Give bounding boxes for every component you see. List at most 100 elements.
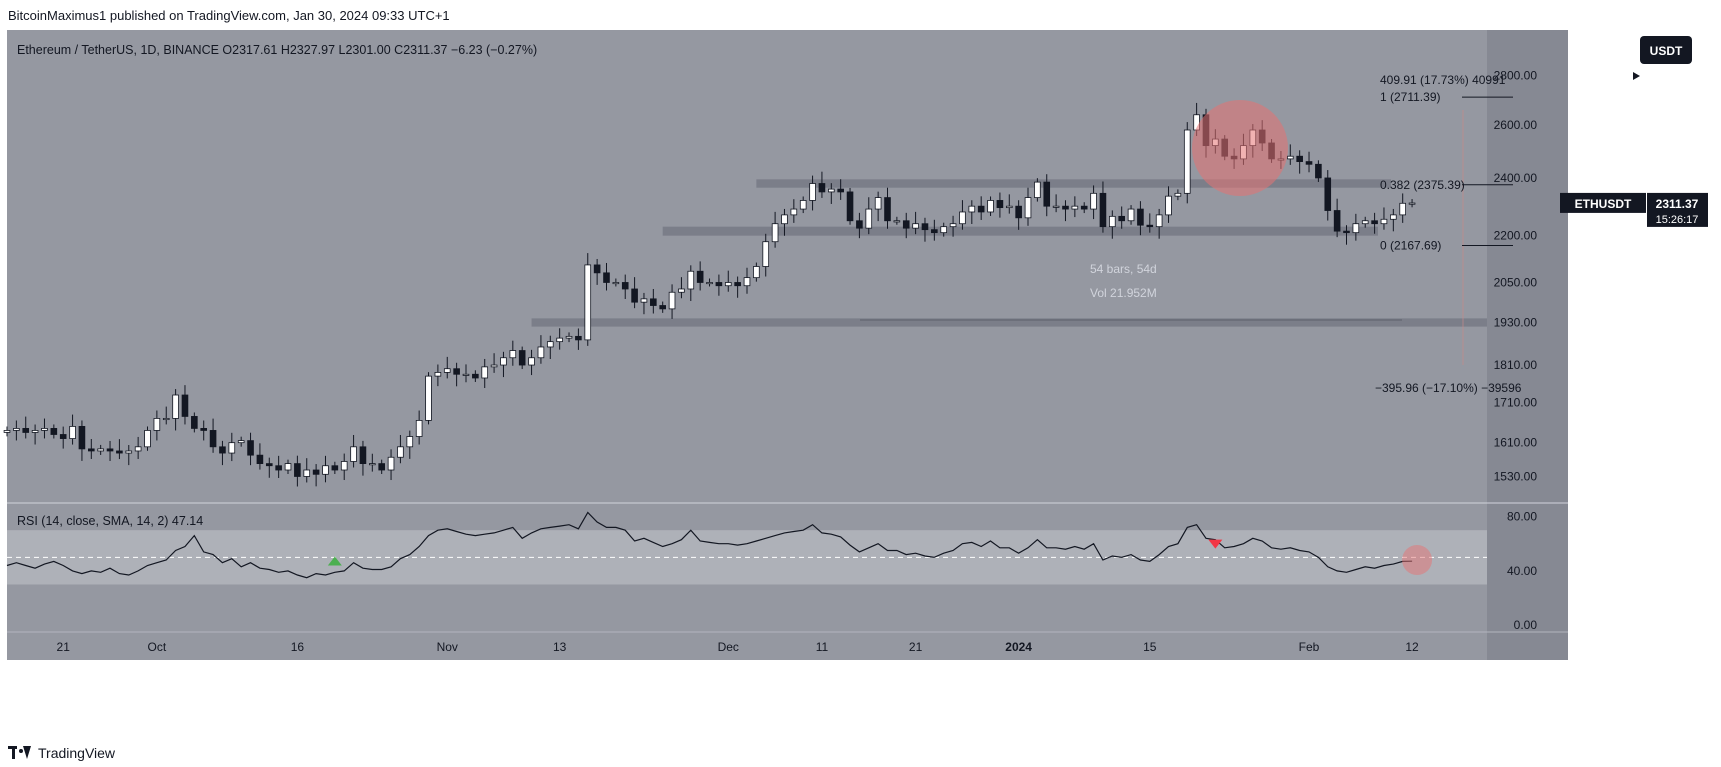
candle xyxy=(687,270,695,290)
publisher-line: BitcoinMaximus1 published on TradingView… xyxy=(8,8,450,23)
candle xyxy=(884,197,891,222)
candle xyxy=(22,428,30,433)
candle xyxy=(1062,205,1069,210)
candle xyxy=(1315,163,1322,179)
candle xyxy=(846,191,854,222)
zone-1 xyxy=(756,179,1391,188)
currency-badge-label: USDT xyxy=(1650,44,1683,58)
candle xyxy=(837,188,844,193)
candle xyxy=(1071,205,1079,210)
candle xyxy=(1183,129,1191,194)
time-tick-label: 12 xyxy=(1405,640,1419,654)
time-tick-label: Oct xyxy=(148,640,167,654)
candle xyxy=(1333,210,1341,232)
candle xyxy=(1361,220,1369,225)
rsi-tick-label: 0.00 xyxy=(1514,618,1538,632)
legend: Ethereum / TetherUS, 1D, BINANCE O2317.6… xyxy=(17,43,537,57)
candle xyxy=(959,211,966,225)
brand-label: TradingView xyxy=(38,745,116,761)
legend-o-label: O xyxy=(222,43,232,57)
legend-c-label: C xyxy=(394,43,403,57)
candle xyxy=(59,434,67,439)
candle xyxy=(191,416,198,429)
price-tick-label: 2800.00 xyxy=(1494,69,1538,83)
candle xyxy=(247,440,254,456)
candle xyxy=(528,357,535,366)
candle xyxy=(612,282,620,285)
candle xyxy=(265,463,273,467)
chart-svg[interactable]: 1 (2711.39) 0.382 (2375.39) 0 (2167.69) 409… xyxy=(0,0,1721,736)
fib-label: 0 (2167.69) xyxy=(1380,238,1441,252)
candle xyxy=(603,272,610,283)
zone-3 xyxy=(531,318,1487,327)
candle xyxy=(1343,230,1350,234)
time-tick-label: 13 xyxy=(553,640,567,654)
legend-c-value: 2311.37 xyxy=(403,43,447,57)
time-tick-label: 21 xyxy=(909,640,923,654)
legend-h-value: 2327.97 xyxy=(290,43,335,57)
candle xyxy=(322,465,329,475)
candle xyxy=(940,226,948,234)
candle xyxy=(3,430,11,433)
candle xyxy=(303,469,311,477)
candle xyxy=(931,229,938,234)
candle xyxy=(546,341,554,348)
price-tick-label: 2200.00 xyxy=(1494,229,1538,243)
highlight-circle xyxy=(1192,100,1288,196)
brand[interactable]: TradingView xyxy=(8,745,115,761)
measure-up-label: 409.91 (17.73%) 40991 xyxy=(1380,73,1506,87)
rsi-title: RSI (14, close, SMA, 14, 2) xyxy=(17,514,172,528)
candle xyxy=(31,430,39,433)
candle xyxy=(593,264,601,274)
price-tick-label: 1610.00 xyxy=(1494,436,1538,450)
candle xyxy=(387,456,395,471)
candle xyxy=(500,357,507,366)
candle xyxy=(575,335,582,341)
candle xyxy=(490,364,498,368)
candle xyxy=(237,440,245,444)
candle xyxy=(987,200,994,213)
legend-l-label: L xyxy=(339,43,346,57)
candle xyxy=(340,461,348,471)
candle xyxy=(902,220,910,229)
time-tick-label: 21 xyxy=(57,640,71,654)
candle xyxy=(1352,223,1360,234)
candle xyxy=(809,183,816,201)
candle xyxy=(378,463,385,471)
candle xyxy=(256,454,264,464)
candle xyxy=(762,241,770,267)
candle xyxy=(753,266,760,279)
price-tick-label: 2600.00 xyxy=(1494,118,1538,132)
candle xyxy=(715,282,723,287)
main-pane[interactable] xyxy=(7,30,1487,503)
candle xyxy=(1080,205,1088,210)
candle xyxy=(415,420,423,437)
candle xyxy=(1165,195,1172,216)
candle xyxy=(771,223,779,243)
candle xyxy=(1024,197,1032,219)
candle xyxy=(743,277,751,287)
currency-badge[interactable] xyxy=(1640,36,1692,64)
price-scale[interactable] xyxy=(1487,30,1568,660)
candle xyxy=(41,428,48,431)
candle xyxy=(799,200,807,210)
legend-l-value: 2301.00 xyxy=(345,43,390,57)
candle xyxy=(331,465,339,471)
time-axis[interactable] xyxy=(7,632,1487,660)
candle xyxy=(200,428,208,431)
candle xyxy=(977,205,985,213)
candle xyxy=(565,335,573,339)
price-tick-label: 1530.00 xyxy=(1494,469,1538,483)
legend-h-label: H xyxy=(281,43,290,57)
price-tick-label: 1930.00 xyxy=(1494,315,1538,329)
candle xyxy=(209,430,217,448)
price-tick-label: 1810.00 xyxy=(1494,358,1538,372)
rsi-tick-label: 80.00 xyxy=(1507,510,1537,524)
candle xyxy=(144,430,151,448)
candle xyxy=(153,418,161,431)
candle xyxy=(369,463,376,466)
rsi-tick-label: 40.00 xyxy=(1507,564,1537,578)
candle xyxy=(462,373,470,376)
candle xyxy=(359,446,367,464)
time-tick-label: Dec xyxy=(718,640,739,654)
